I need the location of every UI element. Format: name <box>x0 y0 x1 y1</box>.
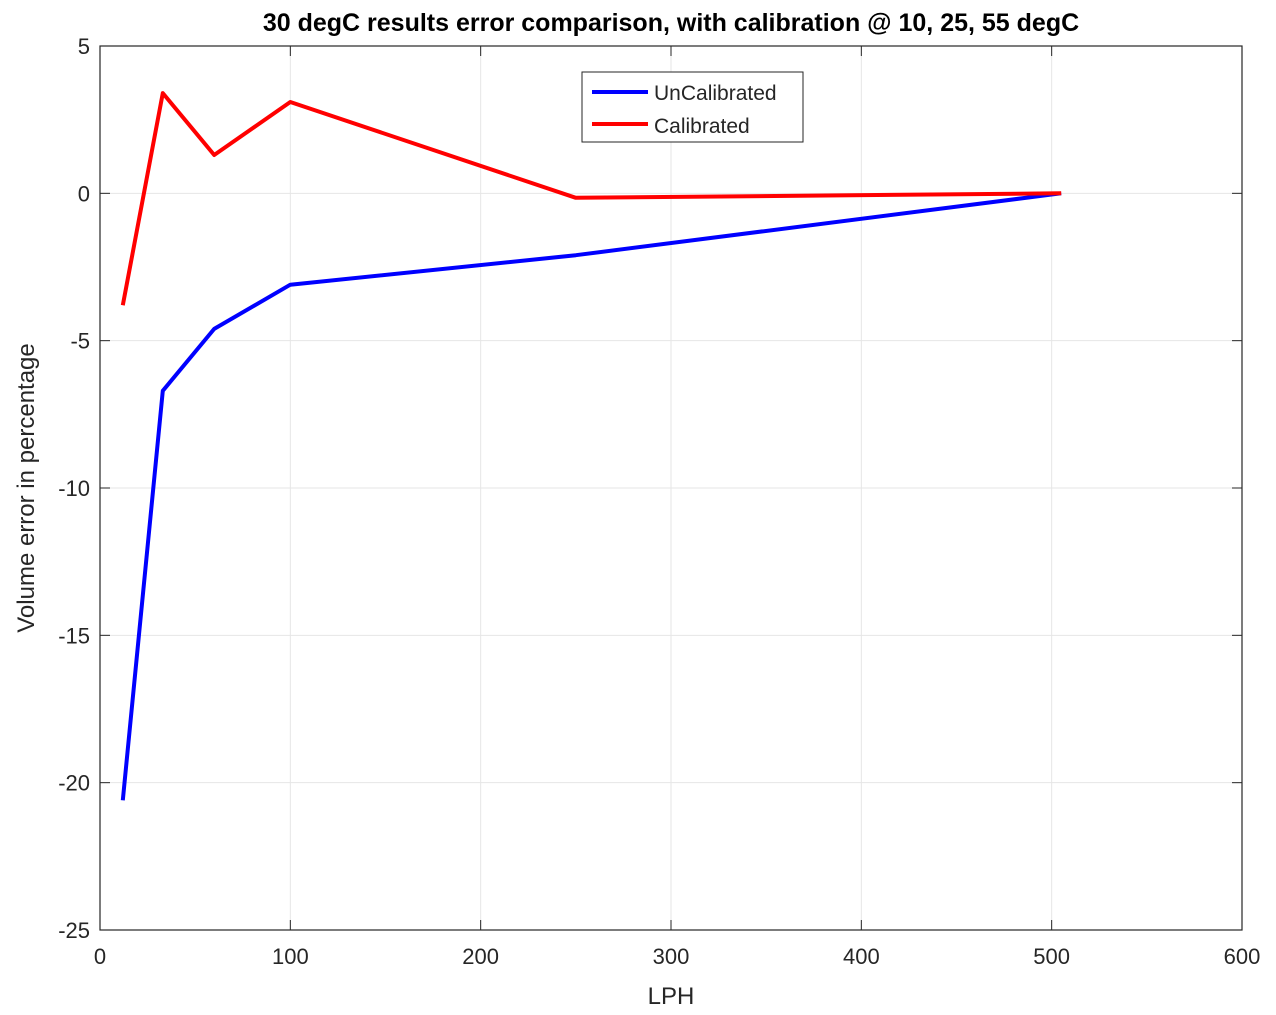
x-tick-label: 500 <box>1033 944 1070 969</box>
x-tick-label: 300 <box>653 944 690 969</box>
y-tick-label: 0 <box>78 181 90 206</box>
y-tick-label: 5 <box>78 34 90 59</box>
y-axis-label: Volume error in percentage <box>13 343 40 633</box>
x-tick-label: 100 <box>272 944 309 969</box>
ticks: 0 100 200 300 400 500 600 -25 -20 -15 -10 -5 0 5 <box>58 34 1260 969</box>
series-lines <box>120 91 1062 801</box>
y-tick-label: -20 <box>58 771 90 796</box>
y-tick-label: -10 <box>58 476 90 501</box>
legend-box <box>581 71 804 143</box>
y-tick-label: -5 <box>70 329 90 354</box>
legend-label-uncalibrated: UnCalibrated <box>654 82 777 105</box>
legend: UnCalibrated Calibrated <box>581 71 804 143</box>
series-line-uncalibrated <box>120 191 1062 801</box>
y-tick-label: -15 <box>58 623 90 648</box>
legend-label-calibrated: Calibrated <box>654 115 750 138</box>
chart-title: 30 degC results error comparison, with c… <box>263 9 1079 37</box>
x-tick-label: 0 <box>94 944 106 969</box>
x-tick-label: 400 <box>843 944 880 969</box>
x-tick-label: 600 <box>1224 944 1261 969</box>
x-axis-label: LPH <box>648 983 695 1010</box>
y-tick-label: -25 <box>58 918 90 943</box>
series-line-calibrated <box>120 91 1062 306</box>
x-tick-label: 200 <box>462 944 499 969</box>
